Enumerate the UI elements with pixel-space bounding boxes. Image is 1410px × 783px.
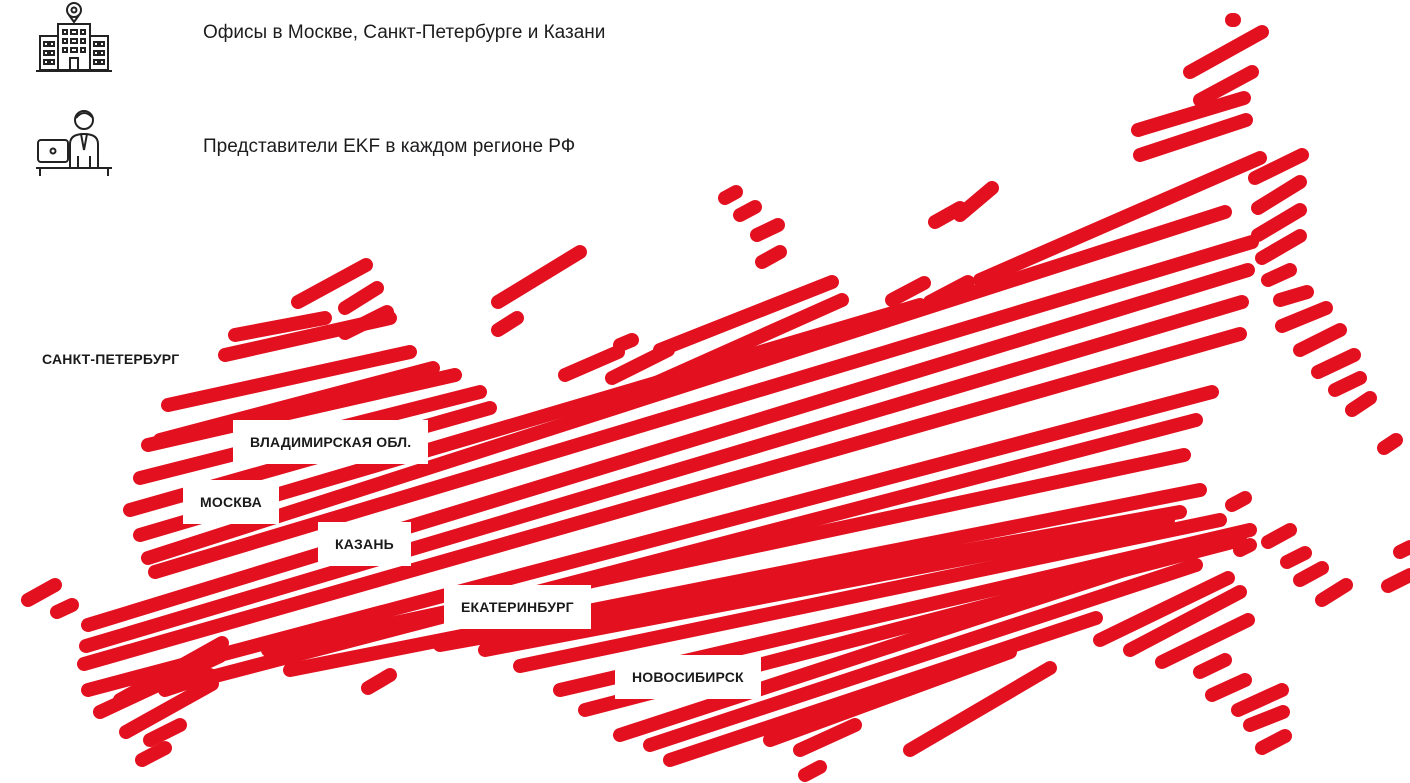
feature-representatives-text: Представители EKF в каждом регионе РФ (203, 136, 576, 157)
map-stripe (1155, 613, 1255, 669)
map-stripe (1225, 491, 1252, 512)
map-stripe (81, 385, 1219, 697)
map-stripe (21, 578, 62, 607)
map-stripe (113, 636, 229, 707)
city-label-moscow: МОСКВА (183, 480, 279, 524)
map-stripe (1255, 229, 1307, 265)
map-stripe (1233, 538, 1257, 557)
map-stripe (1273, 285, 1314, 307)
map-stripe (161, 345, 417, 412)
feature-offices-text: Офисы в Москве, Санкт-Петербурге и Казан… (203, 22, 606, 43)
map-stripe (653, 275, 839, 357)
map-stripe (1293, 323, 1347, 357)
map-stripe (1275, 301, 1333, 333)
map-stripe (928, 201, 967, 229)
map-stripe (1093, 571, 1235, 647)
map-stripe (1231, 683, 1289, 717)
map-stripe (903, 661, 1057, 757)
map-stripe (1328, 371, 1367, 397)
map-stripe (143, 718, 187, 747)
map-stripe (733, 200, 762, 222)
city-label-novosibirsk: НОВОСИБИРСК (615, 655, 761, 699)
map-stripe (1243, 705, 1290, 732)
map-stripe (558, 345, 625, 382)
map-stripe (261, 448, 1191, 657)
map-stripe (513, 513, 1227, 673)
feature-offices: Офисы в Москве, Санкт-Петербурге и Казан… (36, 0, 605, 76)
map-stripe (1381, 568, 1410, 593)
map-stripe (338, 281, 384, 315)
city-label-vladimir: ВЛАДИМИРСКАЯ ОБЛ. (233, 420, 429, 464)
map-stripe (885, 276, 931, 307)
map-stripe (718, 185, 743, 205)
map-stripe (193, 413, 1203, 687)
map-stripe (1248, 148, 1309, 185)
map-stripe (1255, 729, 1292, 755)
map-stripe (1193, 65, 1259, 107)
map-stripe (1315, 578, 1353, 607)
map-stripe (77, 327, 1247, 671)
map-stripe (663, 611, 1103, 767)
feature-representatives: Представители EKF в каждом регионе РФ (36, 106, 575, 182)
map-stripe (50, 598, 79, 619)
map-stripe (81, 263, 1255, 632)
map-stripe (1131, 91, 1251, 137)
map-stripe (79, 295, 1249, 653)
map-stripe (793, 718, 862, 757)
map-stripe (361, 668, 397, 695)
map-stripe (1293, 561, 1329, 587)
map-stripe (1251, 175, 1307, 215)
map-stripe (1377, 433, 1403, 455)
map-stripe (1345, 391, 1377, 417)
map-stripe (1251, 203, 1307, 242)
map-stripe (1205, 673, 1252, 702)
map-stripe (605, 343, 675, 385)
map-stripe (291, 258, 373, 309)
map-stripe (141, 368, 462, 452)
map-stripe (119, 677, 219, 739)
map-stripe (798, 760, 827, 782)
map-stripe (973, 151, 1267, 287)
map-stripe (763, 645, 1017, 747)
map-stripe (491, 311, 524, 337)
map-stripe (141, 205, 1232, 565)
map-stripe (750, 218, 785, 242)
representative-icon (36, 110, 112, 176)
map-stripe (1183, 25, 1269, 79)
map-stripe (1261, 523, 1297, 549)
map-stripe (613, 548, 1177, 742)
map-stripe (218, 311, 397, 362)
map-stripe (1123, 585, 1247, 657)
city-label-spb: САНКТ-ПЕТЕРБУРГ (25, 337, 197, 381)
city-label-ekaterinburg: ЕКАТЕРИНБУРГ (444, 585, 591, 629)
city-label-kazan: КАЗАНЬ (318, 522, 411, 566)
map-stripe (491, 245, 587, 309)
map-stripe (1133, 113, 1253, 162)
map-stripe (1311, 348, 1361, 379)
map-stripe (228, 311, 332, 342)
map-stripe (148, 235, 1259, 579)
map-stripe (478, 513, 1175, 657)
map-stripe (613, 333, 639, 352)
office-building-icon (36, 2, 112, 72)
map-stripe (755, 245, 787, 269)
map-stripe (1280, 546, 1312, 569)
map-stripe (643, 558, 1203, 752)
map-stripe (1193, 653, 1232, 679)
map-stripe (135, 741, 172, 767)
map-stripe (1393, 540, 1410, 559)
map-stripe (1261, 263, 1297, 287)
